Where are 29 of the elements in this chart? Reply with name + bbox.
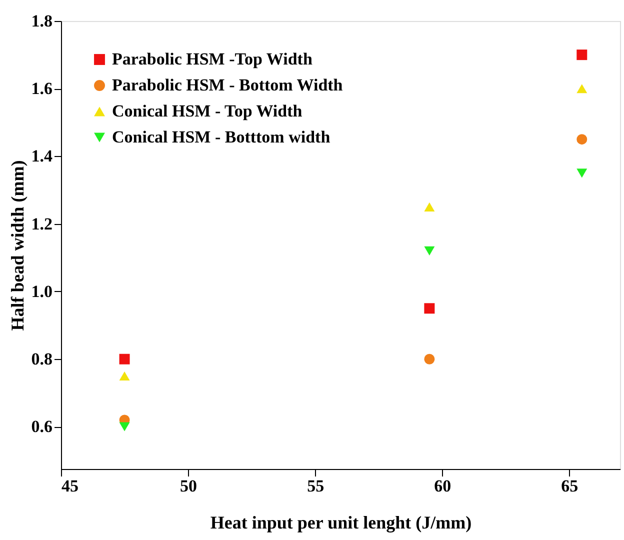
legend-label: Parabolic HSM -Top Width xyxy=(112,50,313,68)
x-tick-label: 55 xyxy=(307,476,324,496)
legend-label: Conical HSM - Top Width xyxy=(112,102,303,120)
x-tick-label: 60 xyxy=(434,476,452,496)
y-tick-label: 1.0 xyxy=(31,282,52,301)
point xyxy=(424,246,435,256)
point xyxy=(576,168,588,178)
x-tick-label: 50 xyxy=(180,476,198,496)
point xyxy=(576,134,588,145)
point xyxy=(576,84,588,94)
point xyxy=(119,354,130,364)
point xyxy=(119,371,130,381)
y-tick-label: 1.6 xyxy=(31,79,52,98)
x-tick-label: 45 xyxy=(62,476,78,496)
y-tick-label: 1.2 xyxy=(31,214,52,234)
x-tick-label: 65 xyxy=(561,476,578,496)
y-tick-label: 1.4 xyxy=(31,146,53,166)
legend-label: Parabolic HSM - Bottom Width xyxy=(112,76,344,94)
x-axis-title: Heat input per unit lenght (J/mm) xyxy=(210,512,472,532)
y-tick-label: 0.6 xyxy=(31,417,52,436)
point xyxy=(424,354,435,364)
y-tick-label: 0.8 xyxy=(31,350,52,369)
point xyxy=(424,202,435,212)
point xyxy=(119,422,130,432)
y-axis-title: Half bead width (mm) xyxy=(7,160,28,331)
legend-label: Conical HSM - Botttom width xyxy=(112,128,331,146)
point xyxy=(576,50,588,60)
y-tick-label: 1.8 xyxy=(31,12,52,30)
point xyxy=(424,303,435,314)
